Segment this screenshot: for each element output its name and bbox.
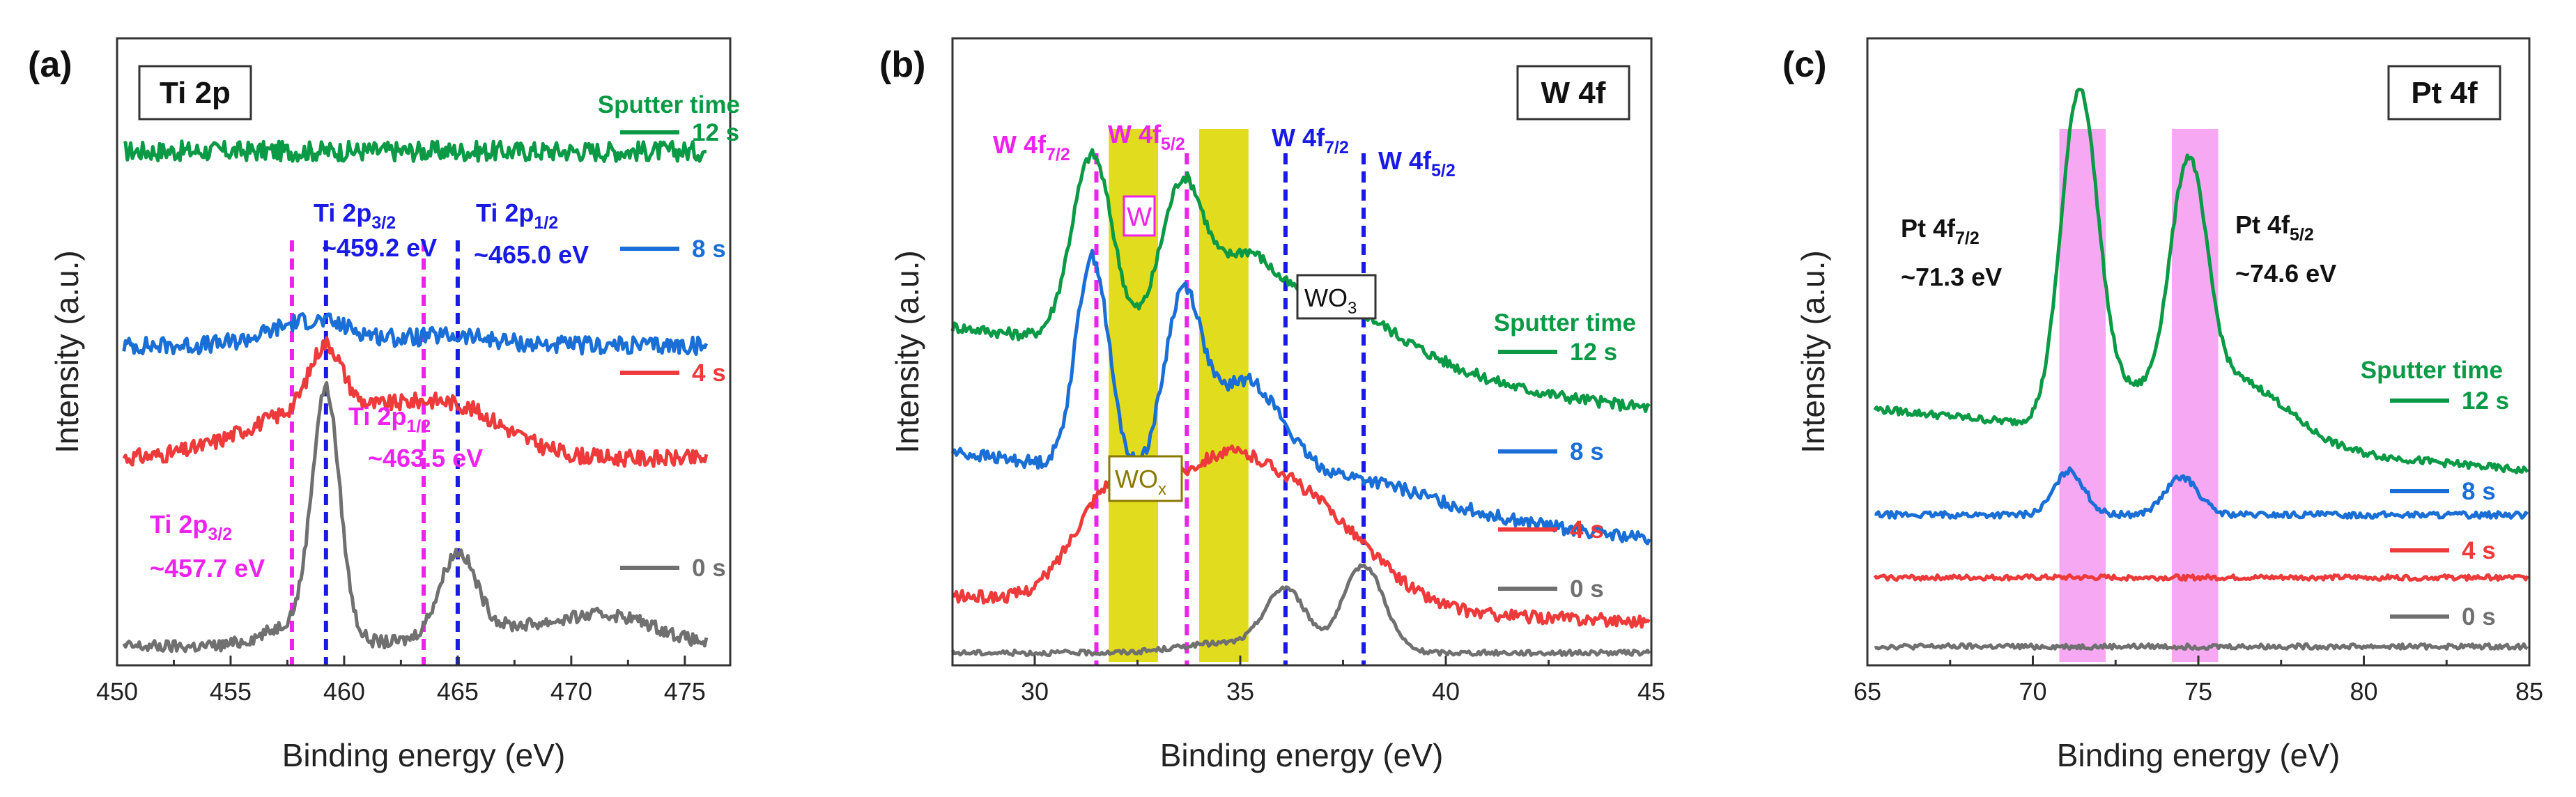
annot-ti-2p32-magenta-value: ~457.7 eV	[150, 554, 265, 582]
series-line	[122, 312, 709, 356]
series-line	[950, 563, 1651, 657]
x-tick-label: 460	[323, 677, 365, 706]
x-tick-label: 75	[2184, 677, 2212, 706]
x-tick-label: 475	[664, 677, 706, 706]
legend-label: 12 s	[1570, 339, 1617, 366]
series-line	[1873, 573, 2529, 582]
x-tick-label: 65	[1853, 677, 1881, 706]
panel-b-label: (b)	[879, 45, 925, 85]
annot-pt-4f52: Pt 4f5/2	[2235, 210, 2314, 245]
x-tick-label: 455	[210, 677, 252, 706]
series-line	[122, 381, 709, 653]
x-tick-label: 35	[1226, 677, 1254, 706]
annot-ti-2p32-blue: Ti 2p3/2	[314, 199, 396, 233]
legend-label: 0 s	[1570, 575, 1604, 603]
panel-c-label: (c)	[1782, 45, 1827, 85]
series-line	[123, 139, 707, 163]
annot-w-4f52-blue: W 4f5/2	[1378, 146, 1456, 180]
legend-label: 8 s	[2462, 478, 2496, 505]
x-tick-label: 465	[437, 677, 479, 706]
panel-b-annotations: W 4f7/2 W 4f5/2 W 4f7/2 W 4f5/2 W WO3 WO…	[993, 120, 1456, 502]
panel-b-frame	[951, 37, 1653, 667]
panel-b: 30 35 40 45 (b) W 4f Intensity (a.u.) Bindi…	[879, 37, 1665, 773]
species-label-w: W	[1123, 195, 1156, 237]
panel-a-xlabel: Binding energy (eV)	[282, 737, 566, 773]
x-tick-label: 450	[96, 677, 138, 706]
panel-b-xlabel: Binding energy (eV)	[1160, 737, 1444, 773]
series-line	[1873, 87, 2529, 474]
panel-a-title-box: Ti 2p	[138, 65, 252, 121]
panel-a-title: Ti 2p	[160, 76, 231, 110]
legend-label: 12 s	[2462, 387, 2509, 415]
panel-b-title-box: W 4f	[1516, 65, 1630, 121]
legend-label: 4 s	[2462, 537, 2496, 564]
series-line	[950, 249, 1651, 545]
x-tick-label: 40	[1432, 677, 1460, 706]
annot-w-4f52-magenta: W 4f5/2	[1108, 120, 1185, 154]
annot-pt-4f72: Pt 4f7/2	[1901, 214, 1980, 248]
panel-a-ylabel: Intensity (a.u.)	[49, 250, 85, 453]
legend-label: 0 s	[2462, 603, 2496, 630]
series-line	[122, 336, 709, 468]
x-tick-label: 80	[2350, 677, 2377, 706]
panel-c: 65 70 75 80 85 (c) Pt 4f Intensity (a.u.) Bi…	[1782, 37, 2543, 773]
annot-ti-2p12-blue-value: ~465.0 eV	[474, 240, 589, 269]
legend-label: 4 s	[692, 359, 726, 387]
species-label-wox: WOx	[1108, 455, 1183, 502]
series-line	[951, 444, 1651, 629]
legend-label: 0 s	[692, 555, 726, 582]
annot-ti-2p12-blue: Ti 2p1/2	[476, 199, 558, 233]
panel-a-legend-title: Sputter time	[598, 91, 740, 118]
panel-b-title: W 4f	[1541, 76, 1606, 110]
panel-a-annotations: Ti 2p3/2 ~459.2 eV Ti 2p1/2 ~465.0 eV Ti…	[150, 199, 589, 582]
svg-text:WOx: WOx	[1115, 465, 1166, 499]
annot-ti-2p32-blue-value: ~459.2 eV	[322, 233, 437, 262]
panel-a: 450 455 460 465 470 475 (a) Ti 2p Intensity (…	[28, 37, 740, 773]
panel-c-title: Pt 4f	[2411, 76, 2478, 110]
panel-c-annotations: Pt 4f7/2 ~71.3 eV Pt 4f5/2 ~74.6 eV	[1901, 210, 2336, 291]
annot-ti-2p32-magenta: Ti 2p3/2	[150, 510, 232, 544]
x-tick-label: 70	[2019, 677, 2046, 706]
legend-label: 8 s	[692, 235, 726, 263]
x-tick-label: 85	[2515, 677, 2543, 706]
annot-w-4f72-blue: W 4f7/2	[1272, 123, 1349, 157]
annot-w-4f72-magenta: W 4f7/2	[993, 130, 1070, 164]
x-tick-label: 45	[1637, 677, 1665, 706]
annot-ti-2p12-magenta-value: ~463.5 eV	[368, 444, 483, 472]
x-tick-label: 470	[550, 677, 592, 706]
panel-a-frame	[116, 37, 732, 667]
x-tick-label: 30	[1021, 677, 1049, 706]
svg-text:WO3: WO3	[1304, 284, 1357, 318]
annot-pt-4f72-value: ~71.3 eV	[1901, 263, 2002, 291]
legend-label: 12 s	[692, 119, 739, 146]
panel-b-ylabel: Intensity (a.u.)	[889, 250, 925, 453]
panel-c-frame	[1866, 37, 2531, 667]
legend-label: 4 s	[1570, 516, 1604, 543]
panel-c-ylabel: Intensity (a.u.)	[1795, 250, 1831, 453]
legend-label: 8 s	[1570, 438, 1604, 465]
series-line	[1874, 642, 2529, 651]
species-label-wo3: WO3	[1296, 274, 1377, 320]
panel-a-label: (a)	[28, 45, 72, 85]
panel-c-title-box: Pt 4f	[2387, 65, 2501, 121]
panel-c-xlabel: Binding energy (eV)	[2057, 737, 2340, 773]
annot-pt-4f52-value: ~74.6 eV	[2235, 259, 2336, 288]
series-line	[1874, 466, 2529, 520]
svg-text:W: W	[1127, 203, 1152, 232]
highlight-band	[2172, 129, 2219, 662]
panel-b-legend-title: Sputter time	[1494, 309, 1636, 336]
annot-ti-2p12-magenta: Ti 2p1/2	[348, 402, 431, 436]
panel-c-legend-title: Sputter time	[2361, 357, 2503, 384]
highlight-band	[1199, 129, 1249, 662]
